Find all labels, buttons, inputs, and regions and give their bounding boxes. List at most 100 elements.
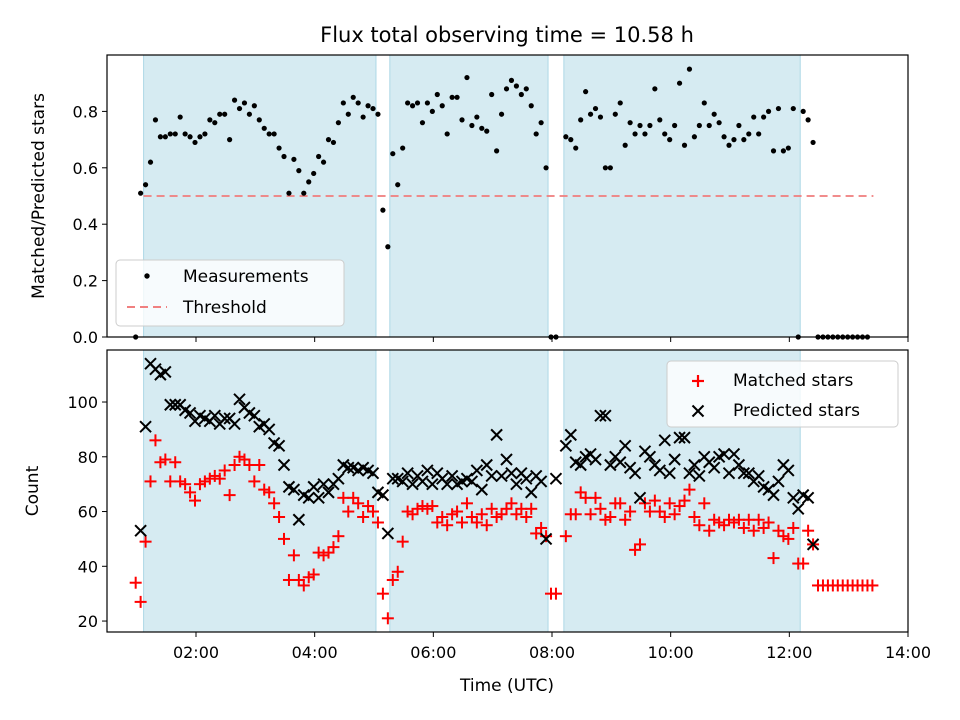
measurement-point — [138, 190, 144, 196]
legend-threshold-label: Threshold — [182, 298, 267, 318]
predicted-star-point — [717, 447, 731, 461]
matched-star-point — [470, 516, 483, 529]
measurement-point — [498, 111, 505, 117]
measurement-point — [380, 207, 386, 213]
measurement-point — [231, 97, 238, 103]
measurement-point — [301, 190, 307, 196]
measurement-point — [612, 111, 618, 117]
predicted-star-point — [722, 466, 736, 480]
measurement-point — [345, 111, 351, 117]
predicted-star-point — [767, 488, 780, 502]
measurement-point — [528, 103, 534, 109]
measurement-point — [681, 142, 688, 148]
top-chart-title: Flux total observing time = 10.58 h — [320, 23, 694, 47]
measurement-point — [266, 131, 272, 137]
matched-star-point — [505, 497, 518, 510]
predicted-star-point — [272, 439, 286, 453]
matched-star-point — [668, 508, 681, 521]
measurement-point — [469, 122, 475, 129]
measurement-point — [662, 131, 668, 137]
legend-predicted-marker — [691, 404, 705, 418]
y-tick-label: 0.0 — [73, 328, 98, 347]
predicted-star-point — [574, 458, 587, 472]
matched-star-point — [480, 519, 493, 532]
predicted-star-point — [366, 466, 380, 480]
matched-star-point — [634, 538, 647, 551]
matched-star-point — [663, 497, 676, 510]
y-tick-label: 0.8 — [73, 102, 98, 121]
predicted-star-point — [653, 464, 666, 477]
measurement-point — [172, 131, 178, 137]
predicted-star-point — [134, 524, 147, 537]
measurement-point — [390, 151, 396, 157]
measurement-point — [731, 137, 737, 143]
measurement-point — [721, 134, 727, 140]
predicted-star-point — [594, 409, 607, 422]
measurement-point — [592, 105, 599, 112]
predicted-star-point — [307, 480, 320, 494]
measurement-point — [810, 139, 816, 146]
measurement-point — [405, 100, 411, 106]
matched-star-point — [589, 491, 602, 504]
measurement-point — [701, 100, 707, 106]
predicted-star-point — [752, 469, 765, 483]
x-tick-label: 02:00 — [173, 643, 219, 662]
matched-star-point — [614, 497, 627, 510]
predicted-star-point — [406, 477, 419, 491]
predicted-star-point — [381, 527, 395, 540]
measurement-point — [414, 100, 421, 106]
measurement-point — [746, 131, 752, 137]
legend-measurements-label: Measurements — [183, 267, 309, 287]
measurement-point — [256, 117, 262, 123]
measurement-point — [770, 148, 777, 154]
measurement-point — [474, 114, 480, 120]
matched-star-point — [737, 521, 750, 534]
top-legend-box — [115, 259, 345, 327]
measurement-point — [202, 131, 208, 137]
y-tick-label: 80 — [78, 448, 98, 467]
bottom-x-ticks: 02:00 04:00 06:00 08:00 10:00 12:00 14:00 — [173, 632, 931, 662]
predicted-star-point — [490, 428, 503, 442]
predicted-star-point — [233, 393, 246, 406]
measurement-point — [741, 137, 747, 143]
predicted-star-point — [500, 453, 513, 466]
measurement-point — [152, 117, 159, 123]
measurement-point — [236, 105, 243, 112]
predicted-star-point — [628, 466, 642, 480]
predicted-star-point — [262, 423, 276, 436]
predicted-star-point — [292, 513, 306, 526]
predicted-star-point — [139, 420, 152, 433]
measurement-point — [736, 122, 742, 129]
x-tick-label: 08:00 — [529, 643, 575, 662]
predicted-star-point — [782, 464, 795, 477]
legend-matched-marker — [692, 375, 704, 387]
measurement-point — [251, 103, 257, 109]
predicted-star-point — [169, 398, 182, 411]
predicted-star-point — [742, 466, 755, 480]
matched-star-point — [169, 456, 182, 469]
x-tick-label: 10:00 — [648, 643, 694, 662]
matched-star-point — [357, 511, 370, 524]
measurement-point — [429, 108, 435, 114]
matched-star-point — [287, 549, 300, 562]
predicted-star-point — [549, 472, 563, 485]
measurement-point — [192, 139, 198, 146]
matched-star-point — [144, 475, 157, 488]
measurement-point — [706, 122, 712, 129]
predicted-star-point — [539, 532, 553, 546]
bottom-y-ticks: 20 40 60 80 100 — [67, 393, 107, 631]
measurement-point — [439, 103, 445, 109]
measurement-point — [503, 86, 510, 92]
predicted-star-point — [440, 477, 454, 491]
matched-star-point — [436, 511, 449, 524]
measurement-point — [434, 91, 440, 98]
measurement-point — [543, 165, 549, 171]
measurement-point — [523, 86, 529, 92]
measurement-point — [350, 94, 356, 100]
measurement-point — [306, 179, 312, 185]
predicted-star-point — [505, 466, 518, 480]
matched-star-point — [297, 579, 310, 592]
measurement-point — [400, 145, 406, 151]
bottom-y-axis-label: Count — [23, 465, 43, 516]
predicted-star-point — [228, 417, 241, 431]
